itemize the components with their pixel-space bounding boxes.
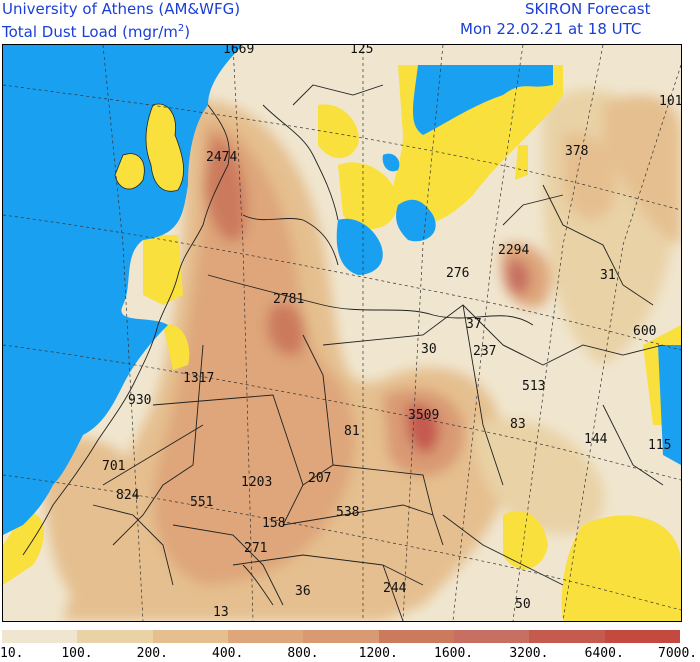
map-value: 36 [295,584,311,599]
map-value: 513 [522,379,545,394]
legend-swatch [453,630,530,643]
legend-swatch [604,630,680,643]
dust-load-map[interactable]: 1669 125 101 2474 378 2294 31 276 2781 3… [2,44,682,622]
map-value: 81 [344,424,360,439]
legend-label: 400. [212,646,244,661]
dust-field [43,89,681,621]
map-value: 600 [633,324,656,339]
map-value: 538 [336,505,359,520]
valid-time: Mon 22.02.21 at 18 UTC [460,20,642,38]
map-value: 83 [510,417,526,432]
map-value: 244 [383,581,407,596]
map-value: 271 [244,541,267,556]
legend-label: 10. [0,646,24,661]
map-value: 1203 [241,475,272,490]
map-value: 1317 [183,371,214,386]
quantity-label-end: ) [184,23,191,41]
legend-swatch [152,630,228,643]
british-isles [114,103,184,192]
legend-swatch [303,630,379,643]
legend-swatch [77,630,153,643]
map-value: 551 [190,495,213,510]
graticule [3,45,681,621]
map-value: 824 [116,488,140,503]
map-value: 276 [446,266,469,281]
model-title: SKIRON Forecast [525,0,651,18]
quantity-label: Total Dust Load (mgr/m [2,23,178,41]
map-canvas: 1669 125 101 2474 378 2294 31 276 2781 3… [3,45,681,621]
map-value: 31 [600,268,616,283]
map-value: 158 [262,516,285,531]
color-scale [2,630,680,643]
legend-label: 6400. [584,646,624,661]
map-value: 101 [659,94,681,109]
legend-label: 7000. [658,646,698,661]
legend-label: 800. [287,646,319,661]
quantity-title: Total Dust Load (mgr/m2) [2,20,190,41]
value-labels: 1669 125 101 2474 378 2294 31 276 2781 3… [102,45,681,620]
map-value: 930 [128,393,151,408]
map-value: 125 [350,45,373,57]
legend-label: 3200. [509,646,549,661]
map-value: 50 [515,597,531,612]
color-scale-labels: 10. 100. 200. 400. 800. 1200. 1600. 3200. 6400. 7… [0,646,700,662]
legend-label: 200. [136,646,168,661]
legend-swatch [529,630,605,643]
legend-label: 100. [61,646,93,661]
map-value: 701 [102,459,125,474]
map-value: 207 [308,471,331,486]
map-value: 2294 [498,243,529,258]
legend-label: 1200. [358,646,398,661]
map-value: 2474 [206,150,237,165]
map-value: 3509 [408,408,439,423]
map-value: 237 [473,344,496,359]
legend-swatch [378,630,454,643]
map-value: 115 [648,438,671,453]
institution-title: University of Athens (AM&WFG) [2,0,241,18]
legend-swatch [227,630,304,643]
map-value: 30 [421,342,437,357]
legend-label: 1600. [434,646,474,661]
borders [22,84,664,621]
legend-swatch [2,630,78,643]
map-value: 144 [584,432,608,447]
map-value: 378 [565,144,588,159]
map-value: 1669 [223,45,254,57]
map-value: 2781 [273,292,304,307]
quantity-superscript: 2 [177,23,185,34]
map-value: 13 [213,605,229,620]
map-value: 37 [466,317,482,332]
